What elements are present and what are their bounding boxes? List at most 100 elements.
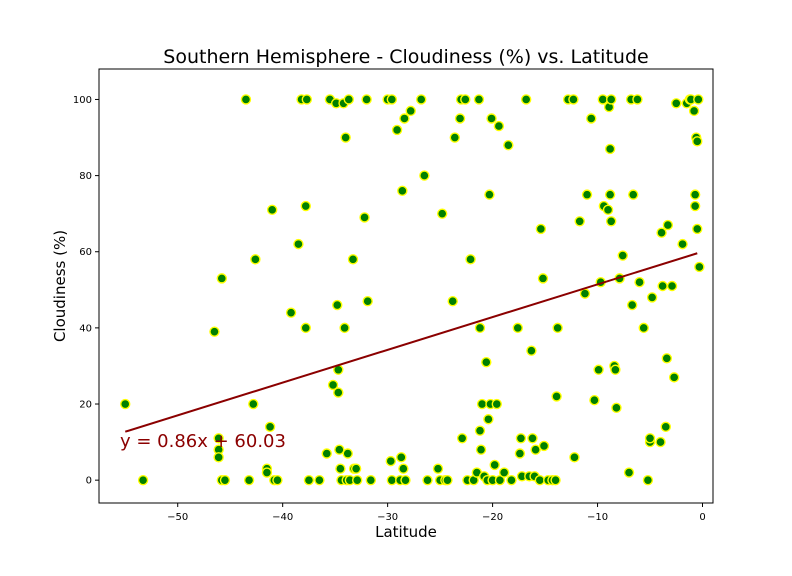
data-point: [551, 391, 562, 402]
y-axis-ticks: 0 20 40 60 80 100: [73, 95, 99, 487]
x-tick-label: −30: [377, 512, 398, 523]
data-point: [386, 474, 398, 486]
data-point: [489, 459, 500, 471]
data-point: [617, 250, 628, 261]
data-point: [646, 292, 658, 303]
data-point: [638, 322, 649, 334]
x-axis-ticks: −50 −40 −30 −20 −10 0: [167, 503, 706, 523]
data-point: [605, 94, 617, 105]
data-point: [661, 353, 673, 364]
data-point: [660, 421, 671, 433]
data-point: [628, 189, 639, 200]
x-tick-label: −50: [167, 512, 188, 523]
data-point: [569, 452, 580, 463]
data-point: [460, 94, 471, 105]
data-point: [589, 395, 600, 406]
data-point: [526, 345, 537, 356]
data-point: [498, 467, 510, 478]
data-point: [503, 139, 514, 151]
data-point: [300, 322, 311, 334]
data-point: [677, 238, 688, 250]
data-point: [515, 433, 527, 444]
y-axis-label: Cloudiness (%): [51, 230, 69, 342]
data-point: [314, 474, 325, 486]
data-point: [514, 448, 526, 459]
data-point: [693, 94, 704, 105]
data-point: [386, 94, 398, 105]
chart-title: Southern Hemisphere - Cloudiness (%) vs.…: [163, 46, 648, 68]
data-point: [574, 216, 585, 227]
data-point: [520, 94, 532, 105]
data-point: [243, 474, 255, 486]
data-point: [465, 254, 476, 265]
data-point: [657, 280, 668, 292]
y-tick-label: 80: [79, 171, 92, 182]
data-point: [397, 185, 408, 197]
y-tick-label: 40: [79, 323, 92, 334]
data-point: [605, 216, 617, 227]
data-point: [512, 322, 523, 334]
data-point: [285, 307, 297, 318]
data-point: [137, 474, 149, 486]
data-point: [432, 463, 444, 474]
data-point: [623, 467, 635, 478]
data-point: [602, 204, 614, 216]
data-point: [491, 398, 502, 410]
data-point: [476, 398, 488, 410]
data-point: [419, 170, 430, 181]
x-tick-label: −40: [272, 512, 293, 523]
data-point: [644, 433, 656, 444]
data-point: [655, 436, 666, 448]
data-point: [391, 124, 403, 136]
points-layer: [120, 94, 705, 486]
data-point: [666, 280, 678, 292]
plot-area-frame: [98, 68, 714, 504]
data-point: [303, 474, 315, 486]
data-point: [688, 105, 700, 117]
data-point: [610, 364, 621, 375]
data-point: [248, 398, 259, 410]
data-point: [333, 387, 344, 398]
data-point: [219, 474, 231, 486]
regression-line: [124, 252, 698, 433]
data-point: [343, 94, 354, 105]
y-tick-label: 100: [73, 95, 92, 106]
data-point: [272, 474, 283, 486]
data-point: [586, 113, 597, 124]
data-point: [398, 463, 409, 474]
data-point: [334, 444, 345, 455]
data-point: [632, 94, 643, 105]
data-point: [350, 463, 362, 474]
data-point: [474, 425, 486, 436]
data-point: [475, 444, 487, 455]
data-point: [535, 223, 547, 235]
data-point: [351, 474, 363, 486]
data-point: [335, 463, 346, 474]
data-point: [537, 273, 549, 284]
data-point: [437, 208, 448, 219]
data-point: [494, 474, 506, 486]
data-point: [483, 414, 494, 425]
data-point: [339, 322, 350, 334]
data-point: [266, 204, 278, 216]
data-point: [534, 474, 546, 486]
data-point: [593, 364, 604, 375]
data-point: [422, 474, 433, 486]
data-point: [293, 238, 304, 250]
data-point: [209, 326, 220, 337]
data-point: [359, 212, 370, 223]
data-point: [473, 94, 485, 105]
data-point: [474, 322, 486, 334]
data-point: [611, 402, 622, 414]
data-point: [340, 132, 351, 143]
data-point: [347, 254, 359, 265]
data-point: [692, 223, 703, 235]
data-point: [481, 356, 492, 368]
data-point: [493, 120, 505, 132]
x-tick-label: −10: [587, 512, 608, 523]
data-point: [689, 200, 701, 212]
data-point: [486, 113, 497, 124]
data-point: [506, 474, 517, 486]
data-point: [668, 372, 680, 383]
data-point: [400, 474, 411, 486]
